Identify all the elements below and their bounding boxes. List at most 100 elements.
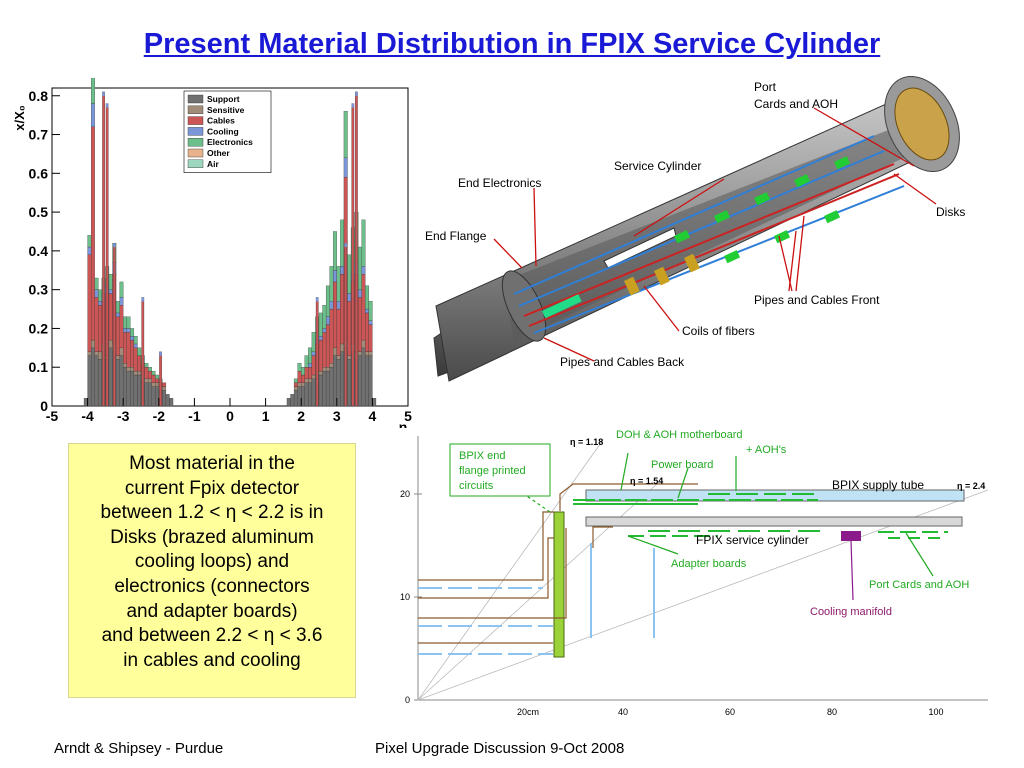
bar-cables — [91, 126, 95, 341]
legend-label: Cooling — [207, 126, 239, 136]
y-tick-label: 0.7 — [29, 127, 49, 143]
bar-electronics — [144, 363, 149, 368]
bar-sensitive — [358, 351, 362, 356]
bar-support — [372, 398, 377, 407]
bar-sensitive — [94, 351, 99, 356]
bar-electronics — [147, 367, 152, 372]
bar-spike-cooling — [344, 243, 347, 248]
bpix-end-label-2: flange printed — [459, 465, 526, 477]
bar-electronics — [119, 281, 124, 298]
x-tick-label: 1 — [262, 408, 270, 424]
bar-cooling — [333, 270, 337, 283]
legend-swatch — [187, 94, 204, 104]
bar-sensitive — [130, 367, 135, 372]
bar-spike-cooling — [355, 91, 358, 96]
bar-sensitive — [155, 382, 159, 387]
cylinder-cables — [513, 135, 905, 334]
bar-sensitive — [325, 367, 330, 372]
y-tick-label: 0.2 — [29, 320, 49, 336]
bar-support — [368, 355, 373, 407]
bar-support — [165, 394, 170, 407]
bar-sensitive — [301, 382, 305, 387]
bar-sensitive — [361, 339, 366, 348]
bar-cooling — [322, 328, 327, 333]
bar-cooling — [130, 336, 135, 341]
bar-support — [108, 347, 113, 407]
cooling-manifold-label: Cooling manifold — [810, 606, 892, 618]
bpix-supply-tube-label: BPIX supply tube — [832, 478, 924, 492]
bar-electronics — [322, 305, 327, 329]
label-service-cylinder: Service Cylinder — [614, 159, 702, 173]
bar-spike — [355, 91, 358, 407]
bar-cables — [130, 339, 135, 368]
summary-line: Most material in the — [129, 453, 295, 474]
bar-support — [115, 359, 120, 407]
x-tick-label: 0 — [226, 408, 234, 424]
bar-cables — [361, 273, 366, 341]
bar-cooling — [343, 157, 348, 178]
bar-support — [311, 378, 316, 407]
x-tick-label: -2 — [153, 408, 166, 424]
power-board-label: Power board — [651, 459, 713, 471]
bar-cooling — [358, 289, 362, 298]
legend-label: Cables — [207, 116, 235, 126]
bar-cables — [123, 332, 127, 364]
legend-swatch — [187, 105, 204, 114]
bar-spike — [344, 242, 348, 407]
legend-label: Electronics — [207, 137, 253, 147]
bar-cables — [126, 332, 131, 368]
bar-sensitive — [87, 351, 92, 356]
label-cards-and-aoh: Cards and AOH — [754, 97, 839, 111]
bar-electronics — [293, 378, 298, 383]
bar-cables — [301, 374, 305, 383]
bar-cooling — [119, 297, 124, 306]
bar-sensitive — [108, 339, 113, 348]
summary-line: and between 2.2 < η < 3.6 — [101, 625, 323, 647]
bar-cables — [94, 297, 99, 352]
bar-support — [333, 355, 337, 407]
bar-cables — [347, 301, 352, 356]
footer-author: Arndt & Shipsey - Purdue — [54, 740, 224, 757]
bar-electronics — [336, 266, 341, 302]
schematic-x-tick-label: 40 — [618, 707, 628, 717]
bar-sensitive — [151, 382, 156, 387]
summary-line: cooling loops) and — [134, 551, 290, 573]
label-end-flange: End Flange — [425, 229, 487, 243]
bpix-end-box — [449, 443, 551, 497]
bar-cooling — [336, 301, 341, 310]
bar-support — [147, 382, 152, 407]
bar-sensitive — [311, 374, 316, 380]
bar-support — [126, 370, 131, 407]
bar-support — [123, 367, 127, 407]
bar-cooling — [98, 301, 102, 306]
bar-cooling — [325, 316, 330, 325]
bar-cables — [358, 297, 362, 352]
doh-aoh-label: DOH & AOH motherboard — [616, 429, 743, 441]
summary-line: and adapter boards) — [126, 600, 298, 622]
summary-box: Most material in the current Fpix detect… — [68, 443, 356, 698]
bar-cables — [293, 382, 298, 387]
schematic-y-tick-label: 10 — [400, 592, 410, 602]
bar-sensitive — [297, 382, 302, 387]
footer-event: Pixel Upgrade Discussion 9-Oct 2008 — [375, 740, 625, 757]
bar-spike-cooling — [159, 351, 162, 356]
bar-cooling — [318, 336, 323, 341]
schematic-y-tick-label: 20 — [400, 489, 410, 499]
bar-sensitive — [119, 347, 124, 356]
y-axis-label: x/X₀ — [12, 105, 27, 131]
bar-cooling — [94, 289, 99, 298]
bar-cables — [336, 308, 341, 356]
x-tick-label: -5 — [46, 408, 59, 424]
schematic-x-tick-label: 100 — [928, 707, 943, 717]
schematic-x-tick-label: 80 — [827, 707, 837, 717]
bar-electronics — [325, 285, 330, 317]
bar-electronics — [137, 347, 142, 356]
bar-cables — [340, 273, 345, 345]
summary-line: electronics (connectors — [114, 575, 310, 597]
bar-sensitive — [137, 370, 142, 376]
bar-sensitive — [308, 378, 313, 383]
bar-spike — [105, 103, 109, 407]
bar-cooling — [311, 351, 316, 356]
bar-electronics — [98, 289, 102, 302]
bar-spike — [112, 242, 116, 407]
